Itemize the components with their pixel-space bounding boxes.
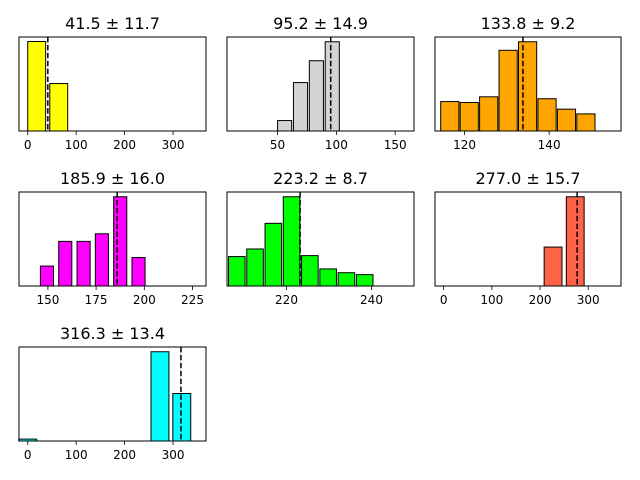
x-tick-label: 100	[65, 138, 88, 152]
x-tick-label: 200	[529, 293, 552, 307]
bar-4	[76, 240, 91, 287]
x-tick-label: 150	[36, 293, 59, 307]
bar-8	[576, 113, 596, 132]
x-tick-label: 0	[24, 138, 32, 152]
bar-5	[324, 41, 340, 132]
x-tick-label: 175	[85, 293, 108, 307]
bar-3	[292, 82, 309, 132]
subplot-5: 220 240 223.2 ± 8.7	[226, 169, 415, 307]
bar-6	[319, 268, 337, 287]
bar-6	[113, 196, 128, 287]
bar-4	[498, 49, 518, 132]
x-tick-label: 300	[162, 448, 185, 462]
x-tick-label: 120	[453, 138, 476, 152]
bar-8	[355, 274, 374, 287]
x-tick-label: 100	[480, 293, 503, 307]
subplot-3: 120 140 133.8 ± 9.2	[434, 14, 622, 152]
bar-6	[543, 246, 563, 287]
bar-3	[479, 96, 499, 132]
x-tick-label: 300	[162, 138, 185, 152]
bar-3	[264, 222, 283, 287]
bar-1	[27, 40, 47, 132]
subplot-title: 316.3 ± 13.4	[60, 324, 165, 343]
bar-2	[277, 120, 293, 132]
subplot-1: 0 100 200 300 41.5 ± 11.7	[18, 14, 207, 152]
x-tick-label: 200	[133, 293, 156, 307]
bar-7	[131, 257, 146, 287]
subplot-title: 133.8 ± 9.2	[481, 14, 576, 33]
bar-4	[282, 196, 301, 287]
bar-1	[440, 101, 460, 132]
x-tick-label: 0	[440, 293, 448, 307]
subplot-title: 95.2 ± 14.9	[273, 14, 368, 33]
bar-4	[308, 60, 324, 132]
subplot-title: 41.5 ± 11.7	[65, 14, 160, 33]
subplot-title: 277.0 ± 15.7	[475, 169, 580, 188]
subplot-title: 223.2 ± 8.7	[273, 169, 368, 188]
bar-2	[459, 102, 479, 132]
axes-frame	[226, 36, 415, 132]
axes-frame	[226, 191, 415, 287]
x-tick-label: 220	[275, 293, 298, 307]
x-tick-label: 50	[270, 138, 285, 152]
subplot-2: 50 100 150 95.2 ± 14.9	[226, 14, 415, 152]
x-tick-label: 300	[577, 293, 600, 307]
bar-2	[246, 248, 264, 287]
bar-7	[556, 108, 577, 132]
bar-7	[565, 196, 585, 287]
subplot-title: 185.9 ± 16.0	[60, 169, 165, 188]
bar-2	[39, 265, 55, 287]
x-tick-label: 200	[113, 138, 136, 152]
subplot-6: 0 100 200 300 277.0 ± 15.7	[434, 169, 622, 307]
axes-frame	[18, 191, 207, 287]
bar-7	[337, 272, 356, 287]
axes-frame	[434, 36, 622, 132]
x-tick-label: 240	[360, 293, 383, 307]
bar-7	[150, 351, 170, 442]
bar-8	[172, 393, 192, 442]
x-tick-label: 225	[181, 293, 204, 307]
axes-frame	[18, 36, 207, 132]
x-tick-label: 200	[113, 448, 136, 462]
subplot-7: 0 100 200 300 316.3 ± 13.4	[18, 324, 207, 462]
x-tick-label: 0	[24, 448, 32, 462]
bar-5	[301, 255, 319, 287]
x-tick-label: 150	[384, 138, 407, 152]
bar-1	[227, 256, 246, 287]
subplot-4: 150 175 200 225 185.9 ± 16.0	[18, 169, 207, 307]
axes-frame	[434, 191, 622, 287]
bar-5	[94, 233, 109, 287]
bar-2	[49, 83, 69, 132]
bar-3	[58, 240, 73, 287]
x-tick-label: 100	[65, 448, 88, 462]
x-tick-label: 140	[538, 138, 561, 152]
x-tick-label: 100	[325, 138, 348, 152]
axes-frame	[18, 346, 207, 442]
bar-6	[537, 98, 557, 132]
bar-5	[517, 41, 538, 132]
